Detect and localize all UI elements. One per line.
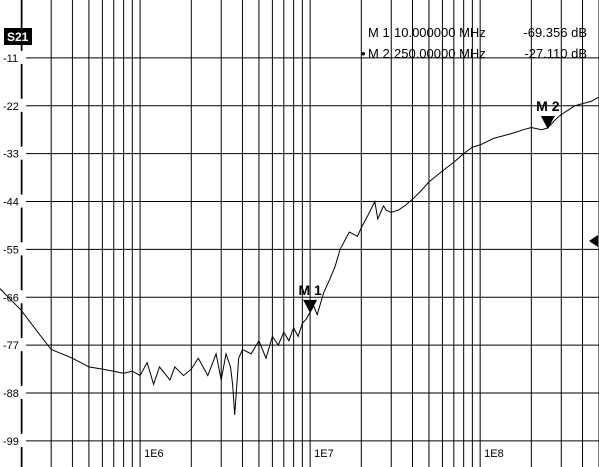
trace-badge-label: S21 [7, 30, 29, 44]
x-tick-label-bg [313, 446, 338, 459]
y-tick-label-bg [2, 98, 26, 112]
marker-2-label: M 2 [536, 98, 560, 114]
marker-1-label: M 1 [298, 282, 322, 298]
y-tick-label: -11 [3, 53, 18, 65]
y-tick-label-bg [2, 290, 26, 304]
marker-2-triangle[interactable] [540, 115, 555, 129]
s21-trace [0, 96, 599, 415]
y-tick-label-bg [2, 146, 26, 160]
y-tick-label-bg [2, 386, 26, 400]
marker-readout-freq: 250.00000 MHz [394, 46, 486, 61]
x-tick-label-bg [143, 446, 168, 459]
y-tick-label-bg [2, 50, 26, 64]
y-tick-label: -55 [3, 244, 19, 256]
marker-readout-value: -27.110 dB [524, 46, 587, 61]
y-tick-label: -44 [3, 197, 19, 209]
reference-level-pointer[interactable] [589, 235, 598, 247]
markers: M 1 M 2 [298, 98, 560, 313]
y-tick-label: -99 [3, 436, 19, 448]
y-tick-label-bg [2, 433, 26, 447]
marker-readout-freq: 10.000000 MHz [394, 25, 486, 40]
marker-readout-name: M 2 [368, 46, 390, 61]
marker-readout-2: • M 2 250.00000 MHz -27.110 dB [361, 46, 587, 61]
y-axis-labels: -11-22-33-44-55-66-77-88-99 [2, 50, 26, 448]
trace-badge[interactable] [4, 28, 32, 45]
x-tick-label: 1E7 [314, 448, 334, 460]
y-tick-label-bg [2, 242, 26, 256]
y-tick-label: -22 [3, 101, 19, 113]
y-tick-label: -88 [3, 388, 19, 400]
y-tick-label-bg [2, 194, 26, 208]
x-tick-label: 1E6 [144, 448, 164, 460]
marker-readout-name: M 1 [368, 25, 390, 40]
x-axis-labels: 1E6 1E7 1E8 [143, 446, 508, 460]
y-tick-label-bg [2, 338, 26, 352]
marker-readout-active-dot: • [361, 46, 366, 61]
x-tick-label: 1E8 [484, 448, 504, 460]
marker-1-triangle[interactable] [303, 299, 318, 313]
grid [12, 0, 599, 467]
x-tick-label-bg [483, 446, 508, 459]
marker-readout-value: -69.356 dB [523, 25, 587, 40]
marker-readout-1: M 1 10.000000 MHz -69.356 dB [368, 25, 587, 40]
y-tick-label: -33 [3, 149, 19, 161]
y-tick-label: -77 [3, 340, 19, 352]
